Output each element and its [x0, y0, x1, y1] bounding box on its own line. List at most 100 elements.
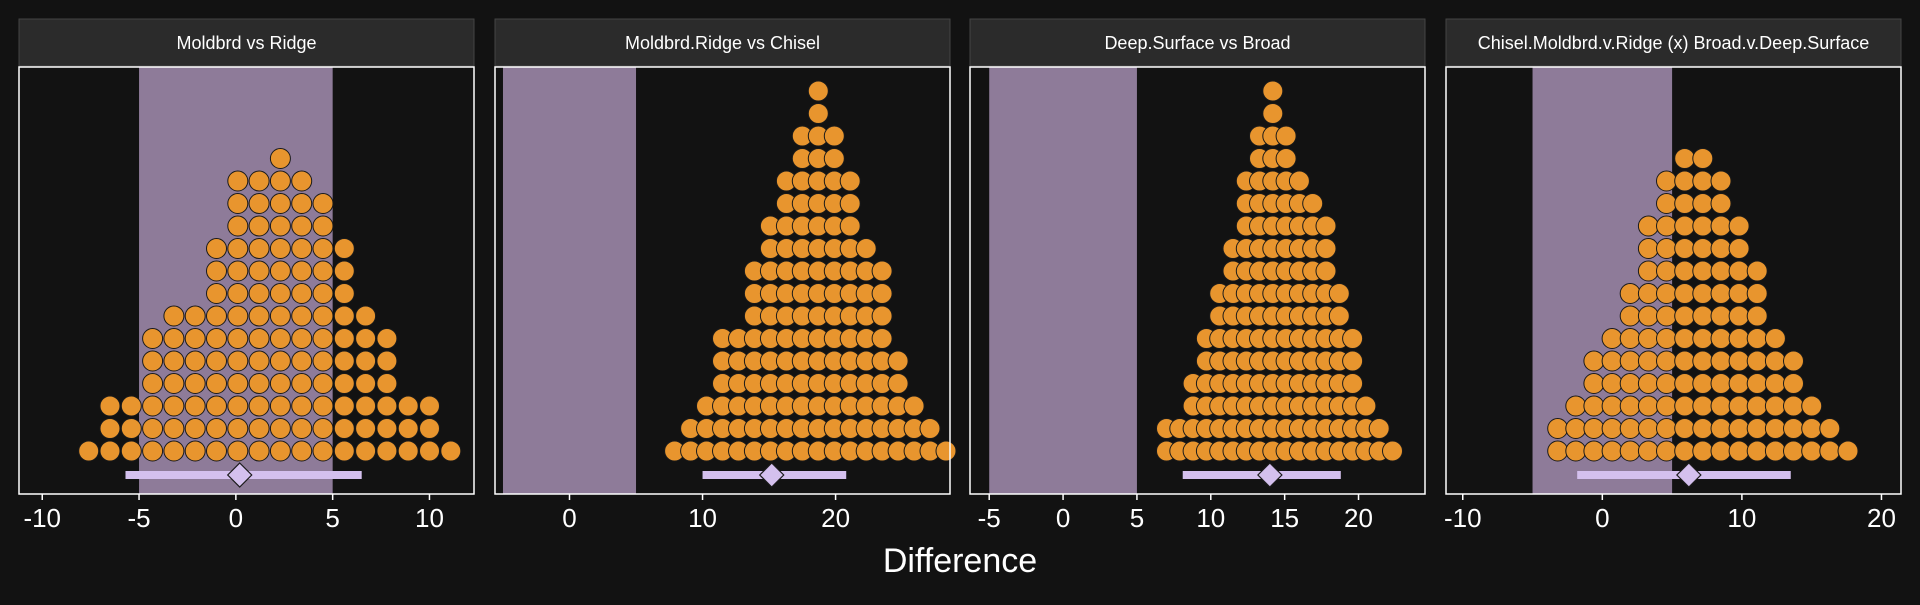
data-dot — [1328, 305, 1350, 327]
data-dot — [839, 170, 861, 192]
data-dot — [1601, 328, 1623, 349]
data-dot — [355, 350, 377, 372]
data-dot — [206, 440, 227, 462]
data-dot — [355, 395, 377, 417]
facet-strip — [1445, 18, 1902, 67]
data-dot — [1583, 395, 1605, 417]
data-dot — [1637, 328, 1659, 349]
data-dot — [227, 418, 249, 439]
data-dot — [333, 238, 355, 259]
data-dot — [1637, 238, 1659, 259]
data-dot — [1315, 260, 1337, 282]
data-dot — [1728, 350, 1750, 372]
data-dot — [1728, 305, 1750, 327]
data-dot — [355, 328, 377, 349]
data-dot — [1764, 418, 1786, 439]
x-tick-label: 5 — [325, 503, 339, 533]
data-dot — [1565, 418, 1587, 439]
data-dot — [1692, 170, 1714, 192]
x-tick-label: 5 — [1130, 503, 1144, 533]
data-dot — [376, 395, 398, 417]
data-dot — [163, 440, 185, 462]
data-dot — [1746, 305, 1768, 327]
data-dot — [227, 215, 249, 237]
data-dot — [142, 440, 164, 462]
data-dot — [333, 305, 355, 327]
data-dot — [163, 373, 185, 394]
data-dot — [1783, 418, 1804, 439]
data-dot — [291, 193, 313, 214]
data-dot — [333, 373, 355, 394]
data-dot — [291, 238, 313, 259]
data-dot — [1728, 260, 1750, 282]
data-dot — [376, 373, 398, 394]
data-dot — [1710, 305, 1732, 327]
data-dot — [1783, 350, 1804, 372]
facet-title: Chisel.Moldbrd.v.Ridge (x) Broad.v.Deep.… — [1478, 33, 1870, 53]
data-dot — [269, 215, 291, 237]
panel-border — [494, 66, 951, 495]
data-dot — [807, 103, 829, 124]
data-dot — [291, 170, 313, 192]
data-dot — [1764, 328, 1786, 349]
data-dot — [1355, 395, 1377, 417]
data-dot — [1674, 305, 1696, 327]
data-dot — [206, 418, 227, 439]
data-dot — [1728, 238, 1750, 259]
data-dot — [333, 395, 355, 417]
data-dot — [1637, 305, 1659, 327]
data-dot — [312, 328, 334, 349]
data-dot — [184, 305, 206, 327]
data-dot — [1674, 283, 1696, 304]
x-tick-label: 20 — [821, 503, 850, 533]
facet-strip — [18, 18, 475, 67]
data-dot — [1288, 170, 1310, 192]
dot-group — [1547, 148, 1859, 462]
data-dot — [1565, 440, 1587, 462]
data-dot — [206, 395, 227, 417]
data-dot — [227, 193, 249, 214]
data-dot — [1656, 350, 1677, 372]
data-dot — [333, 283, 355, 304]
data-dot — [227, 440, 249, 462]
data-dot — [419, 440, 440, 462]
data-dot — [1619, 395, 1641, 417]
data-dot — [1328, 283, 1350, 304]
data-dot — [1692, 305, 1714, 327]
facet-title: Moldbrd.Ridge vs Chisel — [625, 33, 820, 53]
data-dot — [312, 395, 334, 417]
data-dot — [1819, 440, 1841, 462]
rope-region — [989, 67, 1137, 494]
data-dot — [839, 215, 861, 237]
data-dot — [206, 350, 227, 372]
data-dot — [184, 373, 206, 394]
data-dot — [1619, 305, 1641, 327]
data-dot — [142, 350, 164, 372]
data-dot — [227, 238, 249, 259]
data-dot — [1275, 148, 1297, 169]
data-dot — [919, 418, 941, 439]
x-tick-label: 0 — [1056, 503, 1070, 533]
data-dot — [1783, 440, 1804, 462]
data-dot — [1710, 260, 1732, 282]
data-dot — [1728, 373, 1750, 394]
data-dot — [887, 350, 909, 372]
data-dot — [1382, 440, 1403, 462]
data-dot — [184, 350, 206, 372]
data-dot — [269, 283, 291, 304]
data-dot — [291, 440, 313, 462]
data-dot — [376, 418, 398, 439]
data-dot — [1801, 440, 1823, 462]
data-dot — [248, 283, 270, 304]
data-dot — [1746, 418, 1768, 439]
data-dot — [376, 440, 398, 462]
data-dot — [269, 148, 291, 169]
data-dot — [248, 395, 270, 417]
x-tick-label: -10 — [1444, 503, 1482, 533]
data-dot — [419, 395, 440, 417]
data-dot — [1656, 238, 1677, 259]
facet-panel-2: Moldbrd.Ridge vs Chisel 0 10 20 — [494, 18, 957, 533]
data-dot — [269, 440, 291, 462]
data-dot — [1565, 395, 1587, 417]
